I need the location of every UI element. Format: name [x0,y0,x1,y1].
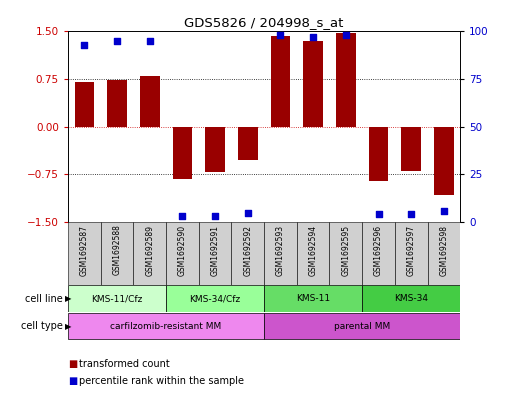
Bar [206,127,225,173]
Bar [264,285,362,312]
Bar [402,127,421,171]
Point [407,211,415,218]
Text: transformed count: transformed count [79,358,170,369]
Text: GSM1692590: GSM1692590 [178,224,187,275]
Bar [271,36,290,127]
Text: KMS-11/Cfz: KMS-11/Cfz [92,294,143,303]
Point [178,213,187,219]
Bar [199,222,231,285]
Point [440,208,448,214]
Point [309,34,317,40]
Bar [362,285,460,312]
Text: GSM1692597: GSM1692597 [407,224,416,275]
Text: GSM1692587: GSM1692587 [80,224,89,275]
Text: ▶: ▶ [65,322,72,331]
Text: GSM1692598: GSM1692598 [439,224,448,275]
Bar [329,222,362,285]
Text: GSM1692596: GSM1692596 [374,224,383,275]
Text: ▶: ▶ [65,294,72,303]
Text: cell line: cell line [25,294,63,304]
Bar [68,222,100,285]
Bar [173,127,192,179]
Bar [303,41,323,127]
Point [211,213,219,219]
Text: cell type: cell type [21,321,63,331]
Bar [428,222,460,285]
Text: GSM1692588: GSM1692588 [112,224,121,275]
Point [276,32,285,39]
Bar [107,80,127,127]
Bar [395,222,428,285]
Bar [369,127,388,181]
Text: KMS-11: KMS-11 [296,294,330,303]
Bar [166,222,199,285]
Text: KMS-34: KMS-34 [394,294,428,303]
Point [342,32,350,39]
Bar [68,285,166,312]
Bar [140,76,160,127]
Title: GDS5826 / 204998_s_at: GDS5826 / 204998_s_at [185,16,344,29]
Bar [264,313,460,340]
Bar [434,127,453,195]
Bar [68,313,264,340]
Bar [166,285,264,312]
Bar [264,222,297,285]
Text: ■: ■ [68,358,77,369]
Text: KMS-34/Cfz: KMS-34/Cfz [189,294,241,303]
Bar [133,222,166,285]
Text: ■: ■ [68,376,77,386]
Text: parental MM: parental MM [334,322,390,331]
Text: GSM1692591: GSM1692591 [211,224,220,275]
Text: carfilzomib-resistant MM: carfilzomib-resistant MM [110,322,222,331]
Bar [336,33,356,127]
Point [374,211,383,218]
Bar [74,82,94,127]
Text: GSM1692589: GSM1692589 [145,224,154,275]
Bar [231,222,264,285]
Bar [362,222,395,285]
Text: GSM1692595: GSM1692595 [342,224,350,275]
Point [113,38,121,44]
Text: GSM1692592: GSM1692592 [243,224,252,275]
Bar [238,127,257,160]
Point [244,209,252,216]
Point [145,38,154,44]
Bar [297,222,329,285]
Text: GSM1692594: GSM1692594 [309,224,317,275]
Text: GSM1692593: GSM1692593 [276,224,285,275]
Bar [100,222,133,285]
Point [80,42,88,48]
Text: percentile rank within the sample: percentile rank within the sample [79,376,244,386]
